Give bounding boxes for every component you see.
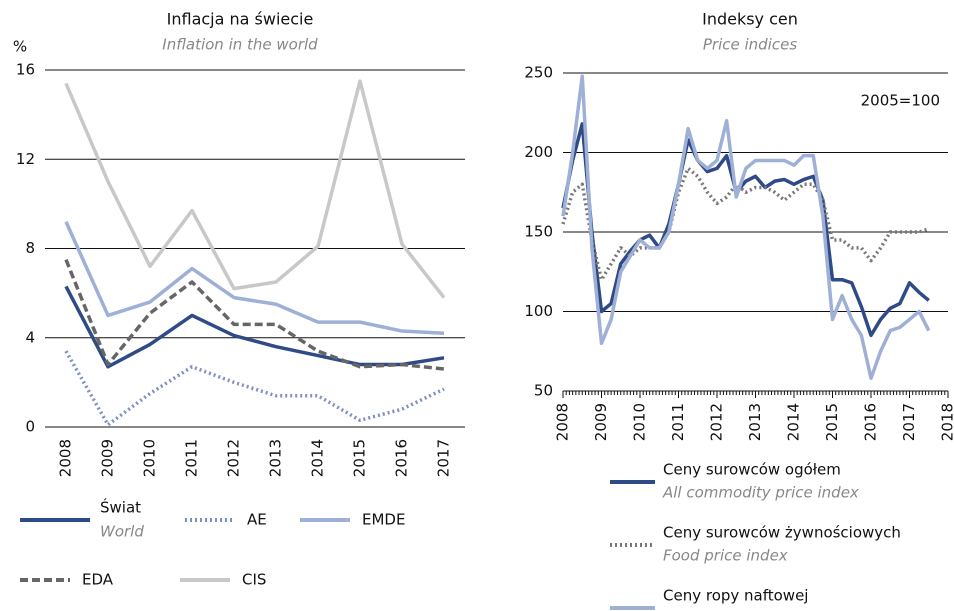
- legend-label: Świat: [100, 498, 141, 517]
- x-tick-label: 2008: [554, 403, 572, 441]
- x-tick-label: 2010: [141, 439, 159, 477]
- x-tick-label: 2016: [862, 403, 880, 441]
- x-tick-label: 2015: [351, 439, 369, 477]
- y-tick-label: 8: [25, 239, 35, 257]
- x-tick-label: 2016: [393, 439, 411, 477]
- x-tick-label: 2018: [939, 403, 954, 441]
- x-tick-label: 2008: [57, 439, 75, 477]
- y-tick-label: 50: [534, 382, 553, 400]
- x-tick-label: 2012: [708, 403, 726, 441]
- y-tick-label: 200: [524, 143, 553, 161]
- legend-label: CIS: [242, 571, 266, 589]
- x-tick-label: 2012: [225, 439, 243, 477]
- y-tick-label: 150: [524, 223, 553, 241]
- chart-title: Inflacja na świecie: [167, 10, 314, 29]
- legend-label: Food price index: [663, 547, 788, 565]
- x-tick-label: 2013: [267, 439, 285, 477]
- legend-label: EDA: [82, 571, 114, 589]
- y-axis-label: %: [13, 38, 27, 56]
- y-tick-label: 4: [25, 328, 35, 346]
- annotation: 2005=100: [861, 92, 940, 110]
- series-line: [561, 122, 930, 338]
- legend-label: Crude oil price index: [663, 610, 818, 611]
- x-tick-label: 2010: [631, 403, 649, 441]
- chart-subtitle: Price indices: [703, 36, 797, 54]
- chart-subtitle: Inflation in the world: [162, 36, 318, 54]
- x-tick-label: 2013: [746, 403, 764, 441]
- x-tick-label: 2011: [183, 439, 201, 477]
- chart-title: Indeksy cen: [702, 10, 798, 29]
- x-tick-label: 2017: [435, 439, 453, 477]
- series-line: [64, 79, 446, 299]
- x-tick-label: 2014: [785, 403, 803, 441]
- series-line: [64, 221, 445, 336]
- legend-label: All commodity price index: [662, 484, 859, 502]
- y-tick-label: 100: [524, 302, 553, 320]
- x-tick-label: 2009: [592, 403, 610, 441]
- legend-label: Ceny ropy naftowej: [663, 587, 808, 605]
- series-line: [561, 166, 930, 282]
- legend-label: Ceny surowców ogółem: [663, 461, 841, 479]
- x-tick-label: 2017: [900, 403, 918, 441]
- x-tick-label: 2011: [669, 403, 687, 441]
- series-line: [561, 74, 931, 381]
- x-tick-label: 2014: [309, 439, 327, 477]
- x-tick-label: 2015: [823, 403, 841, 441]
- legend-label: EMDE: [362, 511, 405, 529]
- y-tick-label: 12: [16, 150, 35, 168]
- legend-label: World: [100, 523, 144, 541]
- y-tick-label: 0: [25, 418, 35, 436]
- series-line: [64, 350, 445, 427]
- legend-label: Ceny surowców żywnościowych: [663, 524, 901, 542]
- y-tick-label: 16: [16, 61, 35, 79]
- legend-label: AE: [247, 511, 267, 529]
- x-tick-label: 2009: [99, 439, 117, 477]
- series-line: [64, 259, 445, 371]
- y-tick-label: 250: [524, 64, 553, 82]
